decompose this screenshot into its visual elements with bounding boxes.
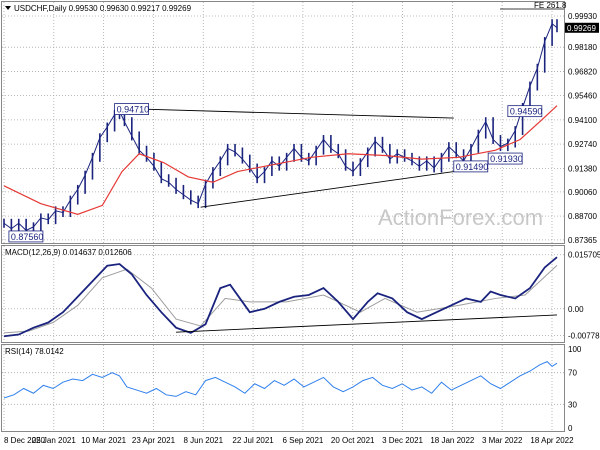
x-tick-label: 23 Apr 2021 — [132, 436, 176, 445]
price-close-line — [3, 22, 558, 231]
annotation-box — [453, 160, 489, 173]
rsi-line — [3, 361, 558, 399]
annotation-label: 0.94710 — [117, 105, 150, 115]
macd-y-tick-label: 0.00 — [568, 305, 584, 314]
price-y-tick-label: 0.96820 — [568, 67, 597, 76]
macd-line — [3, 256, 558, 338]
price-y-tick-label: 0.87365 — [568, 236, 597, 245]
x-tick-label: 8 Dec 2020 — [4, 436, 45, 445]
price-trendline — [114, 107, 454, 119]
annotation-label: 0.87560 — [11, 232, 44, 242]
last-price-tag — [565, 22, 599, 33]
price-y-tick-label: 0.95460 — [568, 92, 597, 101]
price-y-tick-label: 0.90060 — [568, 188, 597, 197]
price-trendline — [200, 171, 454, 208]
price-y-tick-label: 0.94100 — [568, 116, 597, 125]
x-tick-label: 10 Mar 2021 — [81, 436, 126, 445]
trendlines — [114, 107, 454, 208]
x-tick-label: 3 Dec 2021 — [382, 436, 423, 445]
fib-label: FE 261.8 — [534, 1, 567, 10]
last-price-label: 0.99269 — [567, 24, 596, 33]
macd-series — [3, 256, 558, 338]
x-tick-label: 25 Jan 2021 — [32, 436, 77, 445]
rsi-y-tick-label: 30 — [568, 400, 577, 409]
price-panel — [1, 1, 565, 244]
macd-trendline — [176, 314, 558, 333]
annotation-box — [114, 103, 149, 115]
macd-panel — [1, 245, 565, 343]
x-tick-label: 18 Apr 2022 — [530, 436, 574, 445]
x-tick-label: 22 Jul 2021 — [232, 436, 274, 445]
rsi-y-tick-label: 0 — [568, 424, 573, 433]
price-y-tick-label: 0.91380 — [568, 164, 597, 173]
rsi-panel — [1, 344, 565, 432]
moving-average-line — [3, 105, 558, 215]
x-tick-label: 20 Oct 2021 — [331, 436, 375, 445]
macd-y-tick-label: 0.015705 — [568, 251, 600, 260]
price-y-tick-label: 0.98180 — [568, 43, 597, 52]
annotation-label: 0.91490 — [456, 162, 489, 172]
annotation-label: 0.91930 — [490, 154, 523, 164]
rsi-y-tick-label: 100 — [568, 345, 582, 354]
symbol-arrow-icon — [5, 6, 11, 10]
watermark: ActionForex.com — [378, 205, 543, 230]
price-y-tick-label: 0.88700 — [568, 212, 597, 221]
rsi-y-tick-label: 70 — [568, 369, 577, 378]
macd-label: MACD(12,26,9) 0.014637 0.012606 — [5, 248, 132, 257]
price-y-tick-label: 0.99930 — [568, 12, 597, 21]
moving-average — [3, 105, 558, 215]
x-tick-label: 6 Sep 2021 — [282, 436, 323, 445]
x-tick-label: 18 Jan 2022 — [430, 436, 475, 445]
annotation-box — [507, 105, 543, 118]
annotation-box — [8, 230, 44, 243]
rsi-series — [3, 361, 558, 399]
annotation-label: 0.94590 — [510, 107, 543, 117]
price-y-tick-label: 0.92740 — [568, 140, 597, 149]
symbol-header: USDCHF,Daily 0.99530 0.99630 0.99217 0.9… — [14, 4, 192, 13]
x-tick-label: 8 Jun 2021 — [183, 436, 223, 445]
macd-signal-line — [3, 265, 558, 334]
x-tick-label: 3 Mar 2022 — [482, 436, 523, 445]
rsi-label: RSI(14) 78.0142 — [5, 347, 64, 356]
annotation-box — [487, 152, 523, 165]
